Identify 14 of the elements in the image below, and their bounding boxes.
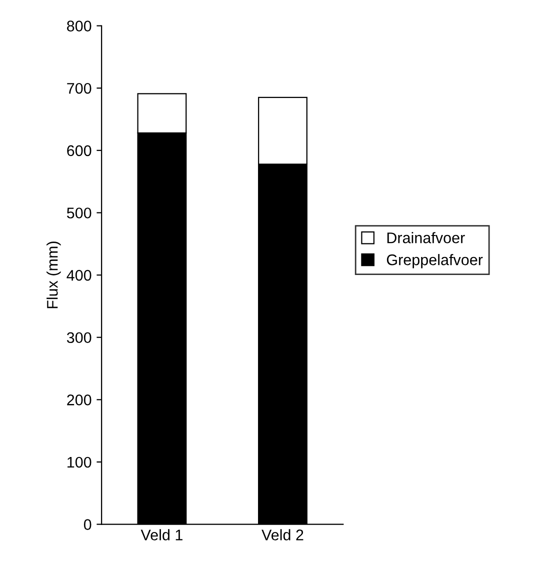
y-tick-label: 800 bbox=[67, 20, 92, 32]
y-tick-label: 400 bbox=[66, 270, 92, 281]
legend-label: Greppelafvoer bbox=[386, 254, 483, 268]
y-tick-label: 500 bbox=[66, 208, 92, 218]
y-tick-label: 700 bbox=[67, 82, 92, 94]
legend-label: Drainafvoer bbox=[387, 232, 465, 244]
x-tick-label: Veld 1 bbox=[140, 529, 182, 540]
y-axis-title: Flux (mm) bbox=[46, 242, 61, 308]
x-tick-label: Veld 2 bbox=[262, 529, 304, 540]
y-tick-label: 0 bbox=[84, 519, 92, 530]
y-tick-label: 200 bbox=[67, 394, 92, 406]
y-tick-label: 300 bbox=[66, 332, 92, 344]
y-tick-label: 100 bbox=[68, 456, 92, 468]
y-tick-label: 600 bbox=[67, 145, 92, 156]
